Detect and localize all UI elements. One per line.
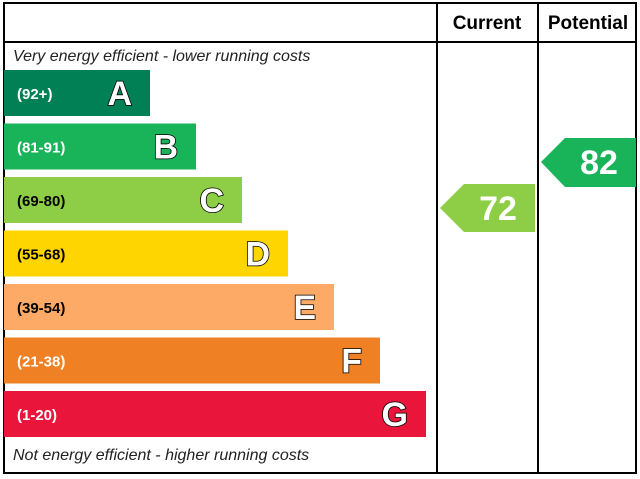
current-score: 72 — [479, 190, 517, 228]
band-range: (92+) — [17, 86, 52, 103]
band-bar — [4, 284, 334, 330]
band-letter: A — [107, 75, 132, 113]
band-bar — [4, 70, 150, 116]
potential-score: 82 — [580, 144, 618, 182]
band-letter: F — [341, 343, 362, 381]
band-bar — [4, 391, 426, 437]
potential-header: Potential — [548, 13, 628, 34]
band-bar — [4, 177, 242, 223]
band-bar — [4, 337, 380, 384]
band-letter: B — [153, 129, 178, 167]
current-header: Current — [453, 13, 522, 34]
band-letter: G — [382, 396, 408, 434]
current-arrow — [440, 184, 535, 232]
top-note: Very energy efficient - lower running co… — [13, 48, 310, 65]
band-letter: D — [245, 236, 270, 274]
bottom-note: Not energy efficient - higher running co… — [13, 447, 309, 464]
band-range: (21-38) — [17, 354, 65, 371]
band-range: (55-68) — [17, 247, 65, 264]
band-bar — [4, 123, 196, 170]
band-range: (39-54) — [17, 300, 65, 317]
bands: (92+) A (81-91) B (69-80) C (55-68) D (39-54) E (2… — [4, 70, 426, 437]
band-bar — [4, 230, 288, 277]
band-letter: C — [199, 182, 224, 220]
band-letter: E — [293, 289, 316, 327]
band-range: (1-20) — [17, 407, 57, 424]
potential-arrow — [541, 138, 636, 187]
band-range: (81-91) — [17, 140, 65, 157]
band-range: (69-80) — [17, 193, 65, 210]
